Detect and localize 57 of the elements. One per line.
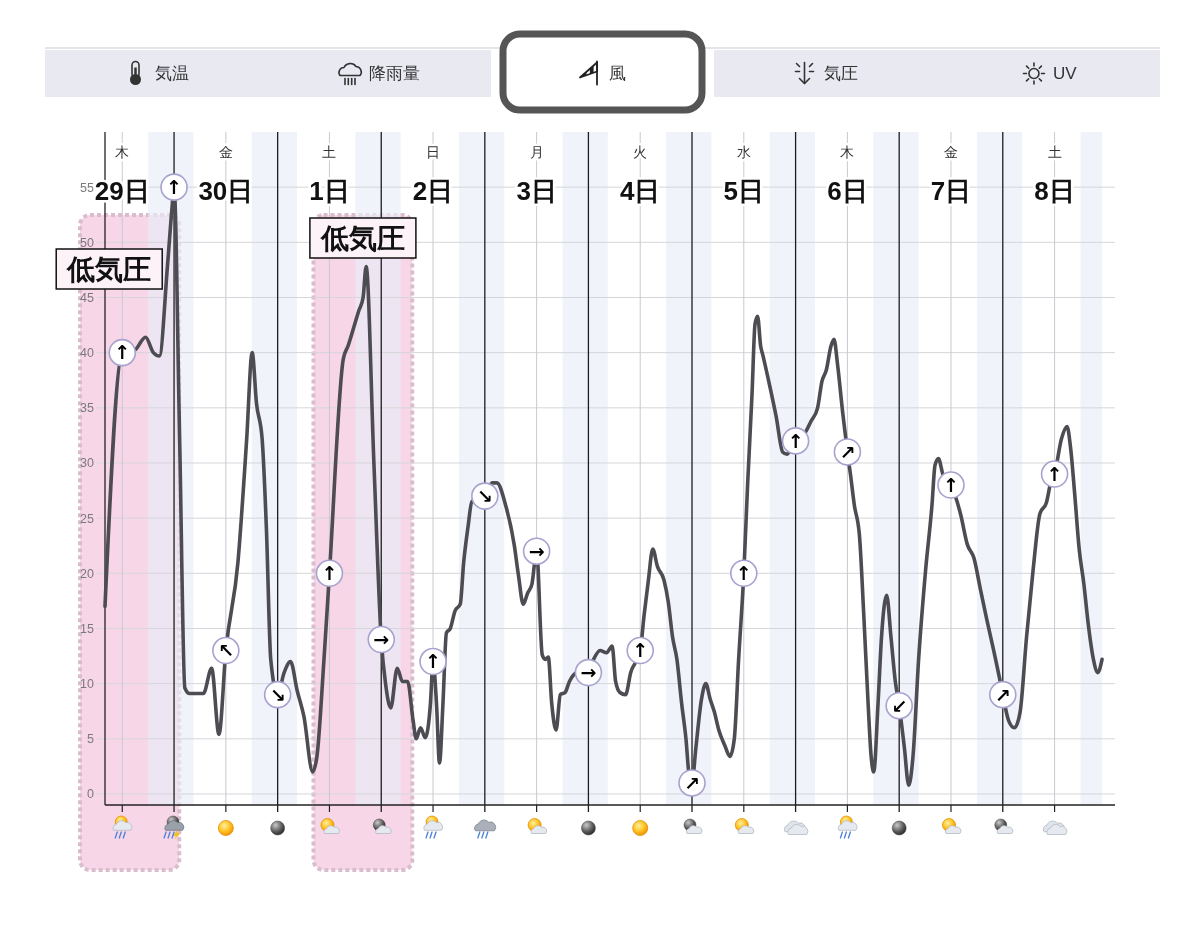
annotation: → <box>580 661 597 684</box>
annotation: 金 <box>218 143 233 160</box>
annotation: ↗ <box>994 683 1011 706</box>
annotation: → <box>373 628 390 651</box>
annotation: 金 <box>943 143 958 160</box>
y-tick-label: 15 <box>80 621 95 636</box>
text: 風 <box>609 64 626 84</box>
annotation: ↗ <box>684 771 700 794</box>
annotation: ↑ <box>632 639 649 662</box>
x-tick-label: 4日 <box>619 176 661 207</box>
annotation: ↖ <box>217 639 234 662</box>
annotation: ↑ <box>787 429 804 452</box>
annotation: ↘ <box>269 683 286 706</box>
annotation: → <box>528 540 545 563</box>
x-tick-label: 3日 <box>516 176 557 207</box>
y-tick-label: 45 <box>80 290 95 305</box>
text: 降雨量 <box>369 64 420 84</box>
x-tick-label: 7日 <box>930 176 972 207</box>
annotation: 木 <box>840 143 855 160</box>
annotation: 水 <box>736 143 751 160</box>
annotation: 月 <box>529 143 544 160</box>
band-label: 低気圧 <box>319 223 405 255</box>
x-tick-label: 30日 <box>198 176 254 207</box>
annotation: ↘ <box>476 484 493 507</box>
x-tick-label: 6日 <box>827 176 868 207</box>
y-tick-label: 5 <box>87 732 95 747</box>
x-tick-label: 8日 <box>1034 176 1075 207</box>
x-tick-label: 2日 <box>412 176 454 207</box>
annotation: 木 <box>115 143 130 160</box>
y-tick-label: 10 <box>80 677 95 692</box>
y-tick-label: 55 <box>80 180 95 195</box>
x-tick-label: 1日 <box>309 176 350 207</box>
annotation: ↙ <box>891 694 908 717</box>
y-tick-label: 40 <box>80 346 95 361</box>
annotation: ↑ <box>114 341 131 364</box>
text: UV <box>1052 64 1078 84</box>
annotation: ↑ <box>943 473 959 496</box>
annotation: 土 <box>1047 143 1062 160</box>
band-label: 低気圧 <box>66 254 152 286</box>
y-tick-label: 25 <box>80 511 95 526</box>
text: 気温 <box>154 64 189 84</box>
annotation: ↗ <box>839 440 856 463</box>
y-tick-label: 20 <box>80 566 95 581</box>
x-tick-label: 5日 <box>723 176 765 207</box>
annotation: ↑ <box>425 650 441 673</box>
annotation: ↑ <box>1046 462 1063 485</box>
text: 気圧 <box>823 64 858 84</box>
y-tick-label: 30 <box>80 456 95 471</box>
annotation: ↑ <box>735 562 752 585</box>
annotation: 土 <box>322 143 337 160</box>
y-tick-label: 35 <box>80 401 95 416</box>
annotation: ↑ <box>321 562 338 585</box>
y-tick-label: 50 <box>80 235 95 250</box>
annotation: 火 <box>633 143 648 160</box>
annotation: 日 <box>426 143 441 160</box>
annotation: ↑ <box>166 176 183 198</box>
y-tick-label: 0 <box>87 787 95 802</box>
